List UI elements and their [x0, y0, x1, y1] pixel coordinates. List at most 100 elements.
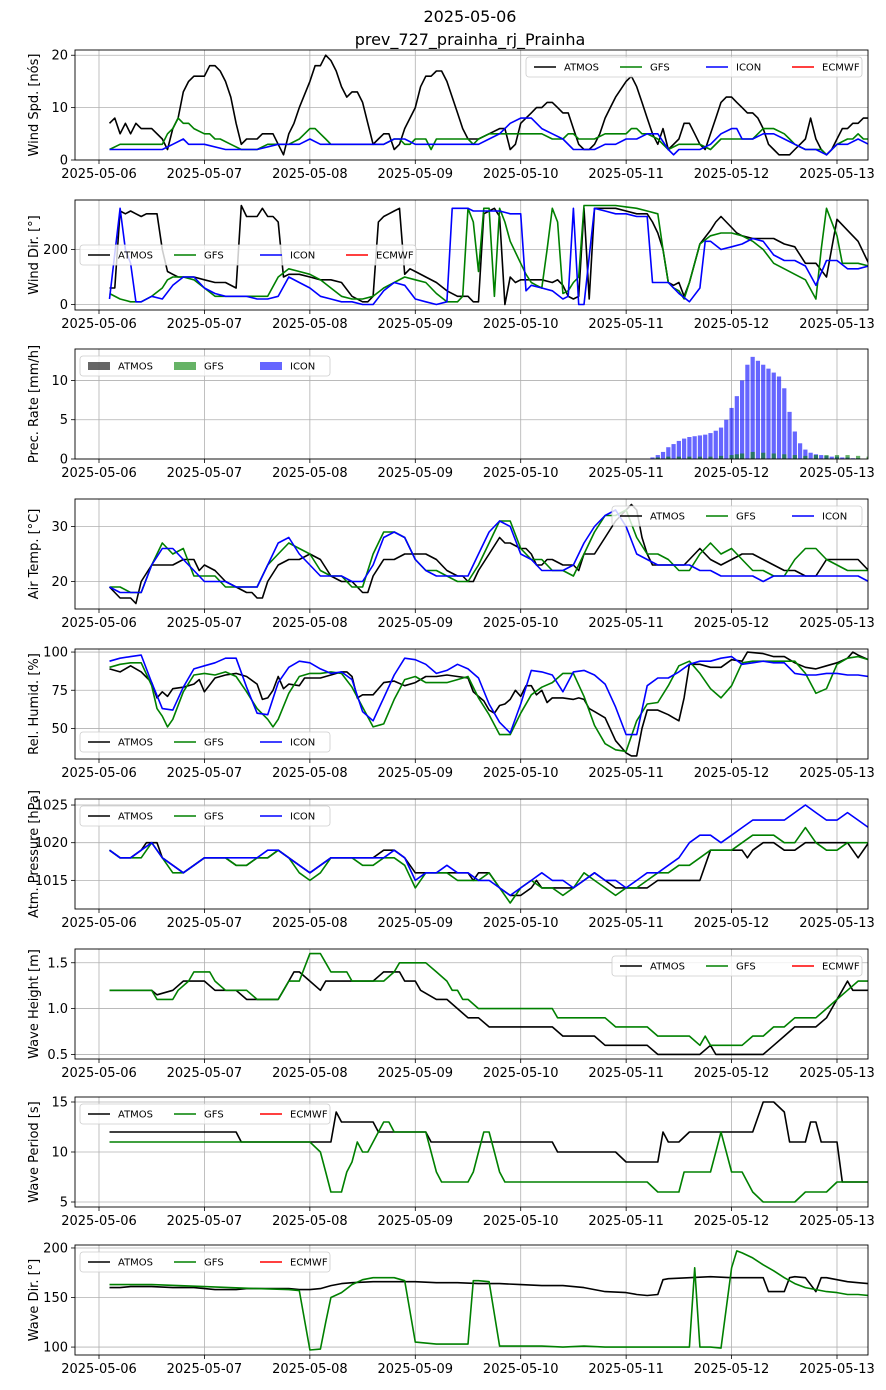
- bar-icon: [724, 419, 729, 459]
- plot-area: [108, 503, 868, 605]
- legend-label: ICON: [290, 362, 315, 373]
- x-tick-label: 2025-05-12: [694, 167, 770, 182]
- x-tick-label: 2025-05-13: [799, 466, 875, 481]
- series-line-gfs: [109, 826, 868, 904]
- series-gfs: [655, 451, 881, 459]
- legend-label: ICON: [290, 738, 315, 749]
- axes-frame: [74, 498, 869, 610]
- bar-icon: [776, 376, 782, 459]
- series-line-icon: [109, 117, 868, 156]
- x-tick-label: 2025-05-06: [61, 466, 137, 481]
- panel-6: 2025-05-06 2025-05-07 2025-05-08 2025-05-09…: [27, 790, 875, 931]
- legend: ATMOS GFS ICON: [79, 805, 331, 827]
- x-tick-label: 2025-05-06: [61, 1362, 137, 1377]
- legend-box: [525, 56, 863, 78]
- axes-frame: [74, 948, 869, 1060]
- bar-icon: [755, 360, 761, 459]
- legend: ATMOS GFS ICON: [79, 355, 331, 377]
- bar-gfs: [803, 455, 808, 459]
- y-tick-label: 75: [51, 684, 68, 699]
- legend-label: ECMWF: [822, 962, 860, 973]
- bar-gfs: [834, 455, 840, 459]
- x-tick-label: 2025-05-10: [483, 1214, 559, 1229]
- legend-label: GFS: [650, 63, 670, 74]
- plot-area: [109, 1250, 868, 1351]
- x-tick-label: 2025-05-12: [694, 317, 770, 332]
- bar-icon: [655, 455, 660, 459]
- plot-area: [109, 804, 868, 904]
- bar-icon: [666, 447, 671, 459]
- bar-icon: [771, 372, 776, 459]
- x-tick-label: 2025-05-12: [694, 916, 770, 931]
- legend-label: ICON: [290, 812, 315, 823]
- bar-icon: [703, 434, 708, 459]
- series-line-gfs: [109, 204, 868, 303]
- legend-label: ATMOS: [564, 63, 599, 74]
- x-tick-label: 2025-05-08: [272, 1214, 348, 1229]
- x-tick-label: 2025-05-12: [694, 1362, 770, 1377]
- x-tick-label: 2025-05-13: [799, 1214, 875, 1229]
- x-tick-label: 2025-05-11: [588, 916, 664, 931]
- x-tick-label: 2025-05-11: [588, 167, 664, 182]
- bar-gfs: [877, 457, 881, 459]
- x-tick-label: 2025-05-07: [167, 1214, 243, 1229]
- legend: ATMOS GFS ICON ECMWF: [525, 56, 863, 78]
- x-tick-label: 2025-05-07: [167, 766, 243, 781]
- x-tick-label: 2025-05-12: [694, 1066, 770, 1081]
- legend-label: ECMWF: [290, 1110, 328, 1121]
- bar-icon: [840, 457, 845, 459]
- x-tick-label: 2025-05-08: [272, 466, 348, 481]
- y-tick-label: 1.5: [47, 956, 68, 971]
- x-tick-label: 2025-05-11: [588, 1066, 664, 1081]
- panel-9: 2025-05-06 2025-05-07 2025-05-08 2025-05-09…: [27, 1241, 875, 1377]
- bar-icon: [745, 364, 750, 459]
- legend-box: [79, 731, 331, 753]
- legend-swatch: [260, 362, 282, 370]
- bar-icon: [708, 433, 713, 459]
- y-axis-label: Prec. Rate [mm/h]: [27, 345, 42, 463]
- x-tick-label: 2025-05-09: [378, 916, 454, 931]
- bar-icon: [819, 455, 824, 459]
- series-line-gfs: [109, 655, 868, 753]
- x-tick-label: 2025-05-06: [61, 1066, 137, 1081]
- legend-label: GFS: [204, 1258, 224, 1269]
- y-tick-label: 5: [60, 413, 68, 428]
- bar-icon: [797, 443, 803, 459]
- bar-gfs: [771, 453, 776, 459]
- bar-icon: [792, 431, 797, 459]
- legend-label: ICON: [822, 512, 847, 523]
- y-axis-label: Wave Height [m]: [27, 949, 42, 1059]
- x-tick-label: 2025-05-07: [167, 317, 243, 332]
- bar-icon: [682, 438, 687, 459]
- x-tick-label: 2025-05-13: [799, 1066, 875, 1081]
- x-tick-label: 2025-05-07: [167, 1362, 243, 1377]
- y-tick-label: 10: [51, 101, 68, 116]
- x-tick-label: 2025-05-07: [167, 1066, 243, 1081]
- x-tick-label: 2025-05-06: [61, 167, 137, 182]
- legend-label: ECMWF: [290, 1258, 328, 1269]
- y-tick-label: 30: [51, 520, 68, 535]
- x-tick-label: 2025-05-10: [483, 616, 559, 631]
- axes-frame: [74, 199, 869, 311]
- bar-icon: [829, 456, 834, 459]
- bar-icon: [761, 364, 766, 459]
- bar-gfs: [792, 455, 797, 459]
- legend-label: ATMOS: [650, 962, 685, 973]
- x-tick-label: 2025-05-13: [799, 766, 875, 781]
- legend-box: [611, 505, 863, 527]
- y-tick-label: 10: [51, 374, 68, 389]
- legend-label: GFS: [204, 362, 224, 373]
- x-tick-label: 2025-05-09: [378, 317, 454, 332]
- x-tick-label: 2025-05-06: [61, 317, 137, 332]
- y-tick-label: 15: [51, 1096, 68, 1111]
- x-tick-label: 2025-05-13: [799, 317, 875, 332]
- panel-5: 2025-05-06 2025-05-07 2025-05-08 2025-05-09…: [27, 646, 875, 781]
- y-axis-label: Rel. Humid. [%]: [27, 653, 42, 755]
- legend-label: GFS: [204, 738, 224, 749]
- x-tick-label: 2025-05-11: [588, 317, 664, 332]
- series-line-gfs: [109, 952, 868, 1047]
- x-tick-label: 2025-05-08: [272, 916, 348, 931]
- panel-7: 2025-05-06 2025-05-07 2025-05-08 2025-05-09…: [27, 948, 875, 1081]
- series-line-atmos: [109, 651, 868, 757]
- legend-label: ATMOS: [118, 1110, 153, 1121]
